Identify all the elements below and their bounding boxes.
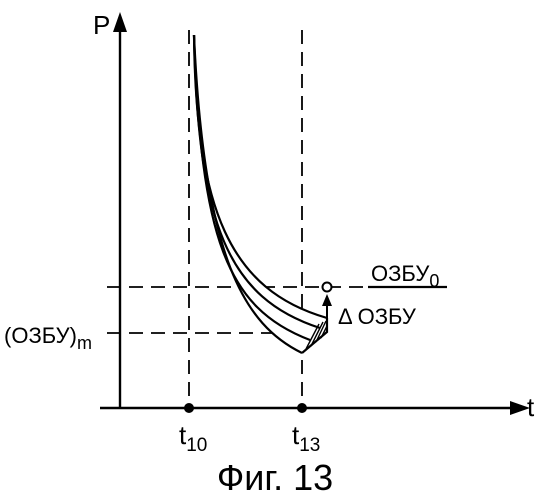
axes: [100, 22, 518, 408]
x-axis-label: t: [527, 392, 535, 422]
t10-label: t10: [179, 420, 207, 456]
dashed-guides: [107, 30, 440, 408]
curve-upper: [194, 35, 327, 318]
figure-caption: Фиг. 13: [217, 457, 333, 498]
y-axis-arrow: [113, 12, 127, 32]
ozbu-m-label: (ОЗБУ)m: [4, 323, 92, 353]
t13-label: t13: [292, 420, 320, 456]
ozbu0-point-marker: [323, 283, 332, 292]
t10-point: [184, 403, 194, 413]
curve-band-fill: [194, 35, 327, 353]
delta-ozbu-label: Δ ОЗБУ: [338, 304, 417, 329]
curve-band: [194, 35, 327, 353]
y-axis-label: P: [93, 10, 110, 40]
t13-point: [297, 403, 307, 413]
